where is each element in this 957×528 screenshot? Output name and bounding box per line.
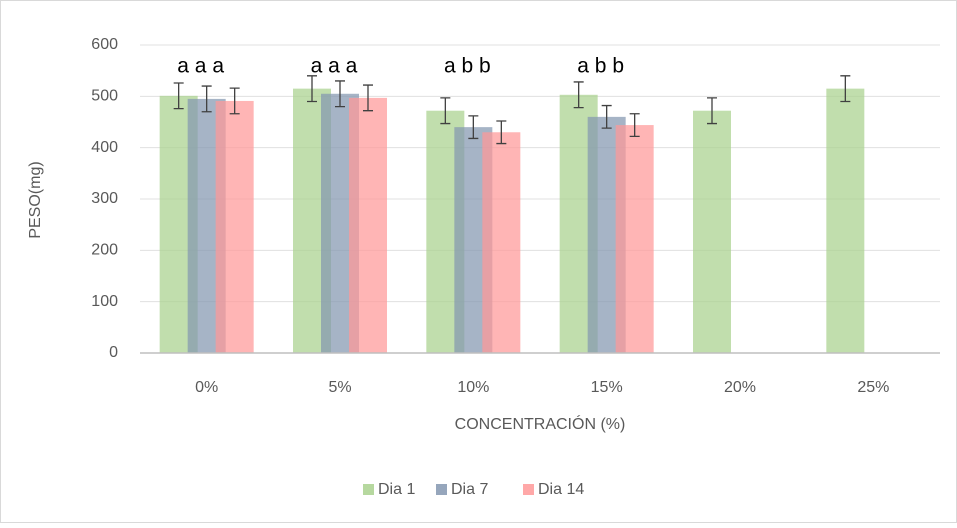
x-tick-label: 0%	[195, 379, 218, 396]
x-tick-label: 5%	[328, 379, 351, 396]
legend-swatch	[436, 484, 447, 495]
y-axis-label: PESO(mg)	[27, 161, 44, 238]
legend-swatch	[363, 484, 374, 495]
y-tick-label: 600	[91, 36, 118, 53]
significance-label: a a a	[311, 55, 358, 78]
y-tick-label: 500	[91, 88, 118, 105]
y-tick-label: 400	[91, 139, 118, 156]
legend-label: Dia 1	[378, 481, 415, 498]
error-bar	[468, 115, 479, 140]
significance-label: a b b	[444, 55, 491, 78]
y-tick-label: 100	[91, 293, 118, 310]
error-bar	[363, 84, 373, 112]
y-tick-label: 200	[91, 242, 118, 259]
error-bar	[440, 97, 451, 125]
legend-label: Dia 7	[451, 481, 488, 498]
x-tick-label: 10%	[457, 379, 489, 396]
legend-label: Dia 14	[538, 481, 584, 498]
y-tick-label: 0	[109, 344, 118, 361]
bar	[615, 125, 654, 353]
x-axis-label: CONCENTRACIÓN (%)	[455, 414, 626, 433]
x-tick-label: 15%	[591, 379, 623, 396]
error-bar	[707, 97, 717, 125]
bar	[482, 132, 521, 353]
significance-label: a a a	[177, 55, 224, 78]
significance-label: a b b	[577, 55, 624, 78]
error-bar	[335, 80, 345, 108]
x-tick-label: 25%	[857, 379, 889, 396]
bar	[215, 100, 254, 353]
bar	[826, 88, 865, 353]
error-bar	[601, 104, 612, 129]
error-bar	[307, 75, 317, 103]
bar	[349, 97, 387, 353]
error-bar	[229, 87, 240, 115]
legend-swatch	[523, 484, 534, 495]
x-tick-label: 20%	[724, 379, 756, 396]
error-bar	[573, 81, 584, 109]
y-tick-label: 300	[91, 190, 118, 207]
error-bar	[840, 75, 851, 103]
error-bar	[629, 113, 640, 138]
error-bar	[496, 120, 507, 145]
error-bar	[173, 82, 184, 110]
bar	[693, 110, 731, 353]
error-bar	[201, 85, 212, 113]
